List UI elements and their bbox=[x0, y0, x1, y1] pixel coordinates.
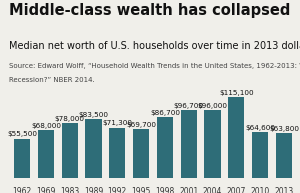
Text: $115,100: $115,100 bbox=[219, 90, 254, 96]
Text: $55,500: $55,500 bbox=[7, 131, 37, 137]
Bar bbox=[133, 129, 149, 178]
Text: $78,000: $78,000 bbox=[55, 116, 85, 122]
Bar bbox=[228, 97, 244, 178]
Bar bbox=[109, 128, 125, 178]
Text: $96,700: $96,700 bbox=[174, 103, 204, 109]
Text: Median net worth of U.S. households over time in 2013 dollars: Median net worth of U.S. households over… bbox=[9, 41, 300, 51]
Text: Recession?” NBER 2014.: Recession?” NBER 2014. bbox=[9, 77, 95, 83]
Text: $68,000: $68,000 bbox=[31, 123, 61, 129]
Bar bbox=[61, 123, 78, 178]
Bar bbox=[85, 119, 102, 178]
Bar bbox=[276, 133, 292, 178]
Bar bbox=[14, 139, 30, 178]
Text: $86,700: $86,700 bbox=[150, 110, 180, 116]
Bar bbox=[181, 110, 197, 178]
Text: Source: Edward Wolff, “Household Wealth Trends in the United States, 1962-2013: : Source: Edward Wolff, “Household Wealth … bbox=[9, 63, 300, 69]
Bar bbox=[157, 117, 173, 178]
Text: $71,300: $71,300 bbox=[102, 120, 132, 126]
Text: Middle-class wealth has collapsed: Middle-class wealth has collapsed bbox=[9, 3, 290, 18]
Text: $64,600: $64,600 bbox=[245, 125, 275, 131]
Bar bbox=[38, 130, 54, 178]
Text: $69,700: $69,700 bbox=[126, 122, 156, 128]
Bar bbox=[252, 132, 268, 178]
Text: $83,500: $83,500 bbox=[79, 112, 109, 118]
Text: $96,000: $96,000 bbox=[197, 103, 227, 109]
Text: $63,800: $63,800 bbox=[269, 126, 299, 132]
Bar bbox=[204, 110, 220, 178]
